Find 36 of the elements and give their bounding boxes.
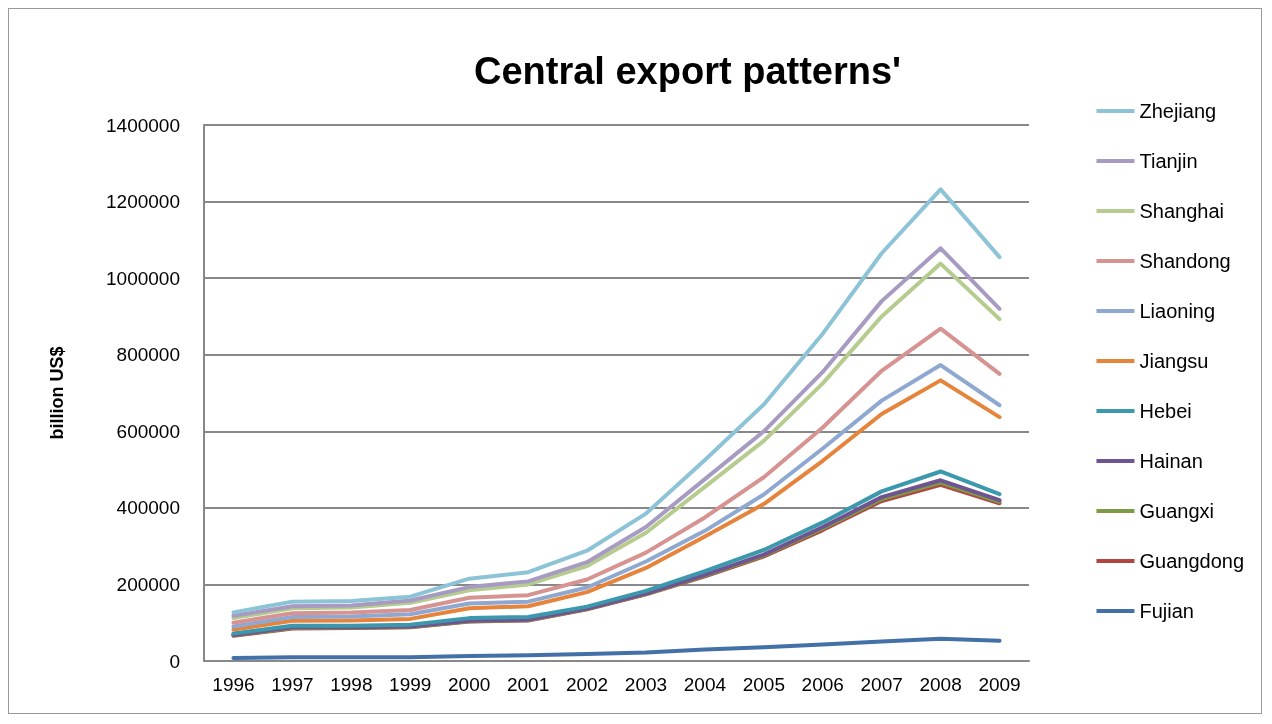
x-tick-label: 1998 [330, 674, 373, 695]
legend-label: Guangdong [1139, 550, 1245, 572]
x-tick-label: 2000 [448, 674, 491, 695]
line-series [231, 636, 1002, 660]
x-tick-label: 2004 [683, 674, 727, 695]
legend-label: Shanghai [1139, 200, 1224, 222]
legend-label: Tianjin [1139, 150, 1198, 172]
legend-label: Shandong [1139, 250, 1231, 272]
x-tick-label: 2001 [506, 674, 550, 695]
legend-label: Liaoning [1139, 300, 1216, 322]
legend-label: Zhejiang [1139, 100, 1217, 122]
y-tick-label: 1400000 [106, 114, 180, 136]
x-tick-label: 2002 [565, 674, 609, 695]
x-tick-label: 2008 [919, 674, 962, 695]
y-tick-label: 400000 [116, 497, 180, 519]
legend-label: Fujian [1139, 600, 1194, 622]
y-tick-label: 800000 [116, 344, 180, 366]
y-axis-title: billion US$ [47, 346, 67, 440]
legend-label: Hainan [1139, 450, 1203, 472]
legend-label: Guangxi [1139, 500, 1214, 522]
chart-title: Central export patterns' [474, 50, 902, 92]
x-tick-label: 2005 [742, 674, 785, 695]
x-tick-label: 2007 [860, 674, 903, 695]
x-tick-label: 2009 [978, 674, 1021, 695]
x-tick-label: 1999 [389, 674, 432, 695]
legend-label: Hebei [1139, 400, 1192, 422]
y-tick-label: 200000 [116, 573, 180, 595]
x-tick-label: 2003 [624, 674, 668, 695]
x-tick-label: 1997 [271, 674, 314, 695]
y-tick-label: 1200000 [106, 191, 180, 213]
legend-label: Jiangsu [1139, 350, 1209, 372]
x-tick-label: 2006 [801, 674, 844, 695]
y-tick-label: 0 [169, 650, 180, 672]
y-tick-label: 1000000 [106, 267, 180, 289]
y-tick-label: 600000 [116, 420, 180, 442]
x-tick-label: 1996 [212, 674, 255, 695]
